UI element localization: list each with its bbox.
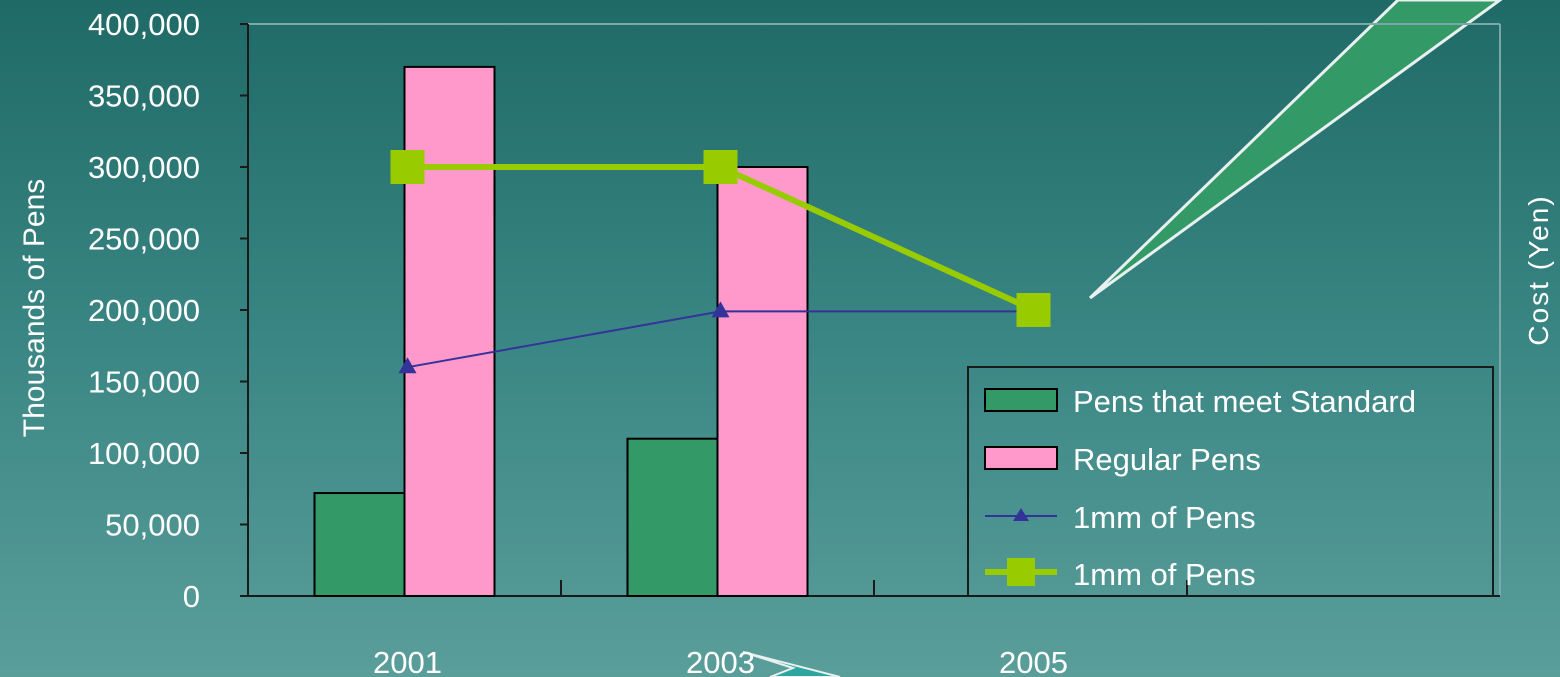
y-tick-label: 150,000 [88,365,200,400]
legend-label-1mm-blue: 1mm of Pens [1073,500,1256,535]
bar-regular [403,65,496,597]
y-tick-label: 100,000 [88,436,200,471]
x-tick-label: 2001 [373,645,442,677]
bar-standard [313,492,406,598]
legend-marker-square [1007,558,1035,586]
x-tick-label: 2005 [999,645,1068,677]
legend-box [967,366,1494,597]
y-tick-label: 300,000 [88,150,200,185]
y-tick-label: 400,000 [88,7,200,42]
legend-marker-triangle [1013,508,1029,521]
callout-bottom [742,651,841,677]
marker-square [703,150,738,184]
legend-label-regular: Regular Pens [1073,442,1261,477]
y-axis-title: Thousands of Pens [18,179,51,438]
x-tick-label: 2003 [686,645,755,677]
legend: Pens that meet Standard Regular Pens 1mm… [967,366,1494,597]
marker-triangle [711,301,730,318]
legend-label-1mm-green: 1mm of Pens [1073,557,1256,592]
plot-area: 0 50,000 100,000 150,000 200,000 250,000 300,0… [88,7,1501,677]
y-tick-label: 350,000 [88,79,200,114]
y-tick-label: 50,000 [105,508,200,543]
y-tick-label: 0 [183,579,200,614]
legend-label-standard: Pens that meet Standard [1073,384,1416,419]
marker-square [390,150,425,184]
y2-axis-title: Cost (Yen) [1523,194,1554,345]
legend-swatch-standard [984,388,1058,412]
callout-top [1088,0,1503,300]
y-tick-label: 200,000 [88,293,200,328]
legend-swatch-regular [984,446,1058,470]
bar-regular [716,166,809,597]
bar-standard [626,437,719,598]
marker-triangle [398,357,417,374]
marker-square [1016,293,1051,327]
y-tick-label: 250,000 [88,222,200,257]
